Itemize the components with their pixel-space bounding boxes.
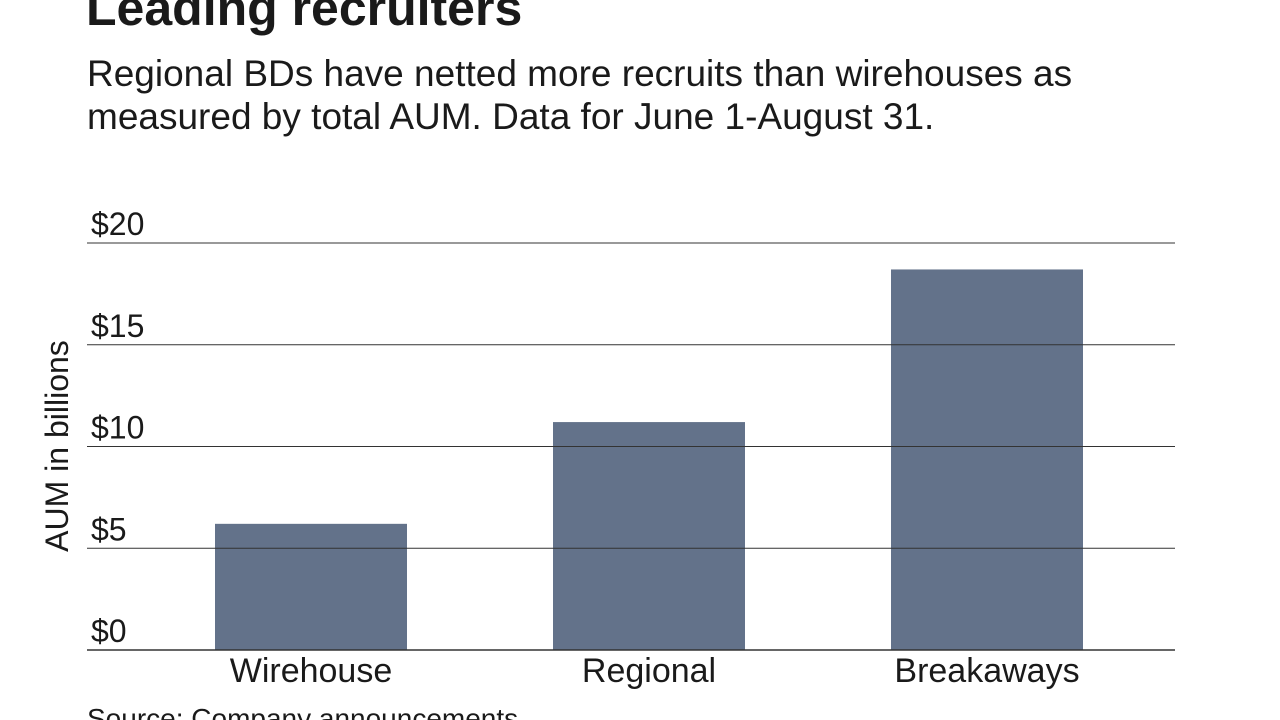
y-tick-label: $0 xyxy=(91,613,127,649)
x-tick-label: Breakaways xyxy=(894,652,1079,690)
gridlines xyxy=(87,242,1175,651)
bar-wirehouse xyxy=(215,523,407,650)
bar-breakaways xyxy=(891,269,1083,650)
y-tick-label: $20 xyxy=(91,206,144,242)
chart-subtitle: Regional BDs have netted more recruits t… xyxy=(87,53,1073,137)
x-tick-label: Wirehouse xyxy=(230,652,393,690)
y-tick-label: $15 xyxy=(91,308,144,344)
y-tick-label: $10 xyxy=(91,410,144,446)
y-axis-ticks: $0 $5 $10 $15 $20 xyxy=(91,206,144,649)
bars xyxy=(215,269,1083,650)
y-tick-label: $5 xyxy=(91,511,127,547)
bar-regional xyxy=(553,422,745,650)
source-note: Source: Company announcements xyxy=(87,703,519,720)
y-axis-title: AUM in billions xyxy=(39,340,75,552)
chart-title: Leading recruiters xyxy=(86,0,523,36)
x-axis-labels: Wirehouse Regional Breakaways xyxy=(230,652,1080,690)
x-tick-label: Regional xyxy=(582,652,716,690)
